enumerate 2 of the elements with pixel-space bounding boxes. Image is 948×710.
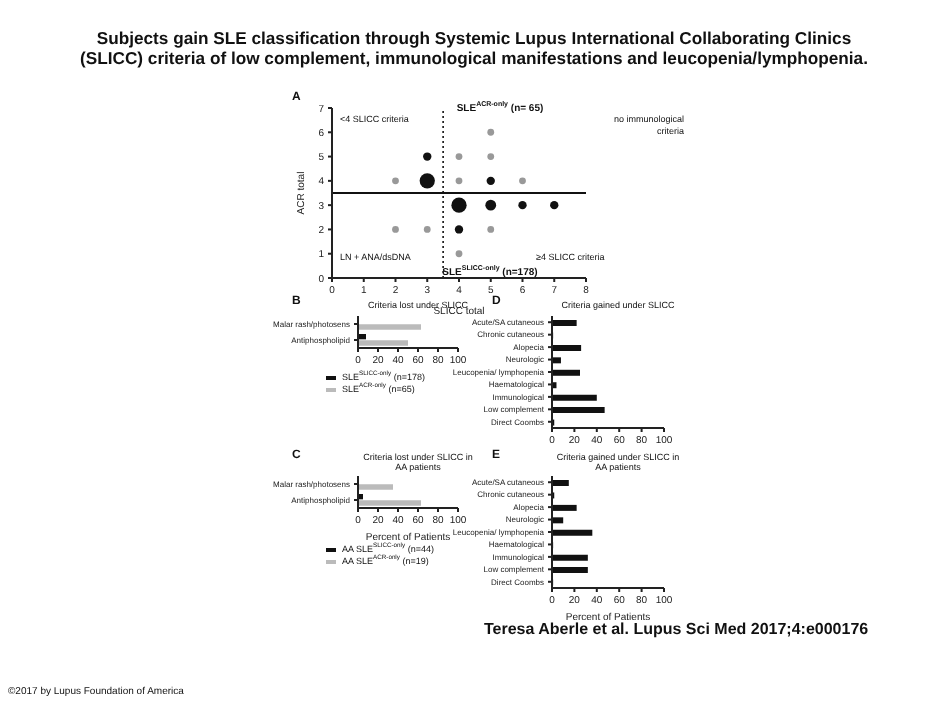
chart-title: Subjects gain SLE classification through Systemic Lupus International Collaborating Clinics (SLICC) criteria of low complement, immunological manifestations and leucopenia/lymphopenia. [80,28,868,68]
text: Teresa Aberle et al. Lupus Sci Med 2017;4:e000176 [484,620,869,638]
